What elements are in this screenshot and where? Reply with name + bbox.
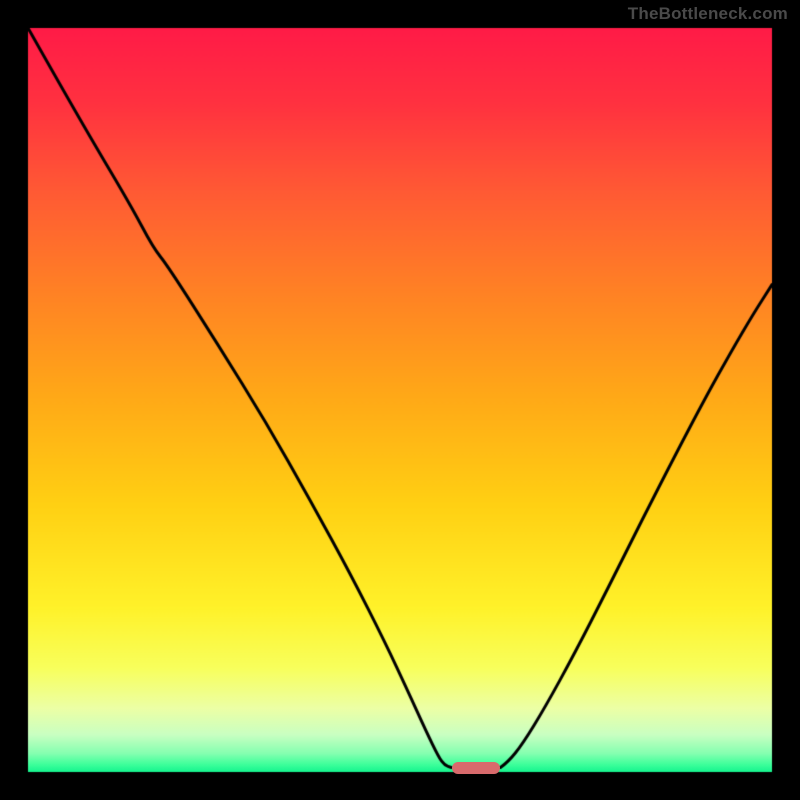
bottleneck-chart-canvas [0,0,800,800]
watermark-text: TheBottleneck.com [628,4,788,24]
stage: TheBottleneck.com [0,0,800,800]
optimal-point-marker [452,762,500,774]
